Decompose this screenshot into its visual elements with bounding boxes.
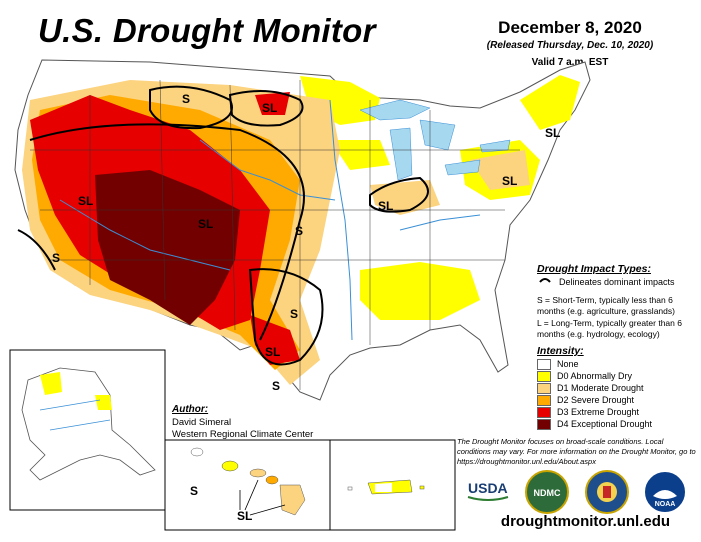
map-label-sl-6: SL bbox=[502, 174, 517, 188]
intensity-title: Intensity: bbox=[537, 345, 584, 357]
impact-line-legend-icon bbox=[539, 278, 551, 283]
map-label-s-5: S bbox=[272, 379, 280, 393]
alaska-shape bbox=[21, 367, 156, 481]
author-name: David Simeral bbox=[172, 417, 232, 428]
map-label-sl-4: SL bbox=[265, 345, 280, 359]
noaa-logo-text: NOAA bbox=[655, 501, 676, 508]
impact-delineates: Delineates dominant impacts bbox=[559, 277, 675, 287]
website-url[interactable]: droughtmonitor.unl.edu bbox=[500, 513, 671, 530]
map-date: December 8, 2020 bbox=[498, 18, 642, 37]
legend-d1: D1 Moderate Drought bbox=[537, 382, 652, 394]
alaska-inset-box bbox=[9, 349, 166, 511]
map-label-sl-7: SL bbox=[545, 126, 560, 140]
ndmc-logo-text: NDMC bbox=[534, 488, 561, 498]
map-label-s-1: S bbox=[182, 92, 190, 106]
hawaii-label-sl: SL bbox=[237, 509, 252, 523]
author-title: Author: bbox=[172, 404, 209, 415]
great-lakes bbox=[359, 99, 511, 181]
impact-long-term: L = Long-Term, typically greater than 6 … bbox=[537, 318, 682, 339]
legend-label: D4 Exceptional Drought bbox=[557, 419, 653, 429]
legend-label: None bbox=[557, 359, 579, 369]
map-title: U.S. Drought Monitor bbox=[38, 12, 376, 49]
legend-label: D2 Severe Drought bbox=[557, 395, 635, 405]
impact-lines bbox=[17, 85, 429, 366]
usda-logo: USDA bbox=[466, 475, 510, 503]
noaa-logo: NOAA bbox=[643, 470, 687, 514]
legend-swatch bbox=[537, 382, 551, 394]
legend-none: None bbox=[537, 358, 652, 370]
disclaimer: The Drought Monitor focuses on broad-sca… bbox=[457, 437, 696, 466]
author-org: Western Regional Climate Center bbox=[172, 429, 314, 440]
impact-types-title: Drought Impact Types: bbox=[537, 263, 651, 275]
hawaii-label-s: S bbox=[190, 484, 198, 498]
legend-d0: D0 Abnormally Dry bbox=[537, 370, 652, 382]
legend-swatch bbox=[537, 370, 551, 382]
legend-d4: D4 Exceptional Drought bbox=[537, 418, 652, 430]
legend-label: D1 Moderate Drought bbox=[557, 383, 644, 393]
map-label-sl-1: SL bbox=[262, 101, 277, 115]
doc-logo bbox=[585, 470, 629, 514]
map-label-sl-2: SL bbox=[78, 194, 93, 208]
map-label-sl-3: SL bbox=[198, 217, 213, 231]
legend-swatch bbox=[537, 406, 551, 418]
state-lines bbox=[30, 79, 520, 390]
legend-d3: D3 Extreme Drought bbox=[537, 406, 652, 418]
map-label-sl-5: SL bbox=[378, 199, 393, 213]
map-label-s-2: S bbox=[52, 251, 60, 265]
legend-swatch bbox=[537, 418, 551, 430]
release-date: (Released Thursday, Dec. 10, 2020) bbox=[486, 40, 654, 51]
map-label-s-4: S bbox=[290, 307, 298, 321]
d4-regions bbox=[95, 170, 240, 325]
legend-swatch bbox=[537, 358, 551, 370]
rivers bbox=[59, 99, 481, 341]
usda-logo-text: USDA bbox=[468, 480, 508, 496]
map-label-s-3: S bbox=[295, 224, 303, 238]
intensity-legend: None D0 Abnormally Dry D1 Moderate Droug… bbox=[537, 358, 652, 430]
puerto-rico-inset-box bbox=[329, 439, 456, 531]
valid-time: Valid 7 a.m. EST bbox=[531, 57, 609, 68]
legend-swatch bbox=[537, 394, 551, 406]
legend-label: D3 Extreme Drought bbox=[557, 407, 640, 417]
ndmc-logo: NDMC bbox=[525, 470, 569, 514]
hawaii-islands bbox=[190, 447, 306, 516]
impact-short-term: S = Short-Term, typically less than 6 mo… bbox=[537, 295, 675, 316]
legend-d2: D2 Severe Drought bbox=[537, 394, 652, 406]
legend-label: D0 Abnormally Dry bbox=[557, 371, 633, 381]
